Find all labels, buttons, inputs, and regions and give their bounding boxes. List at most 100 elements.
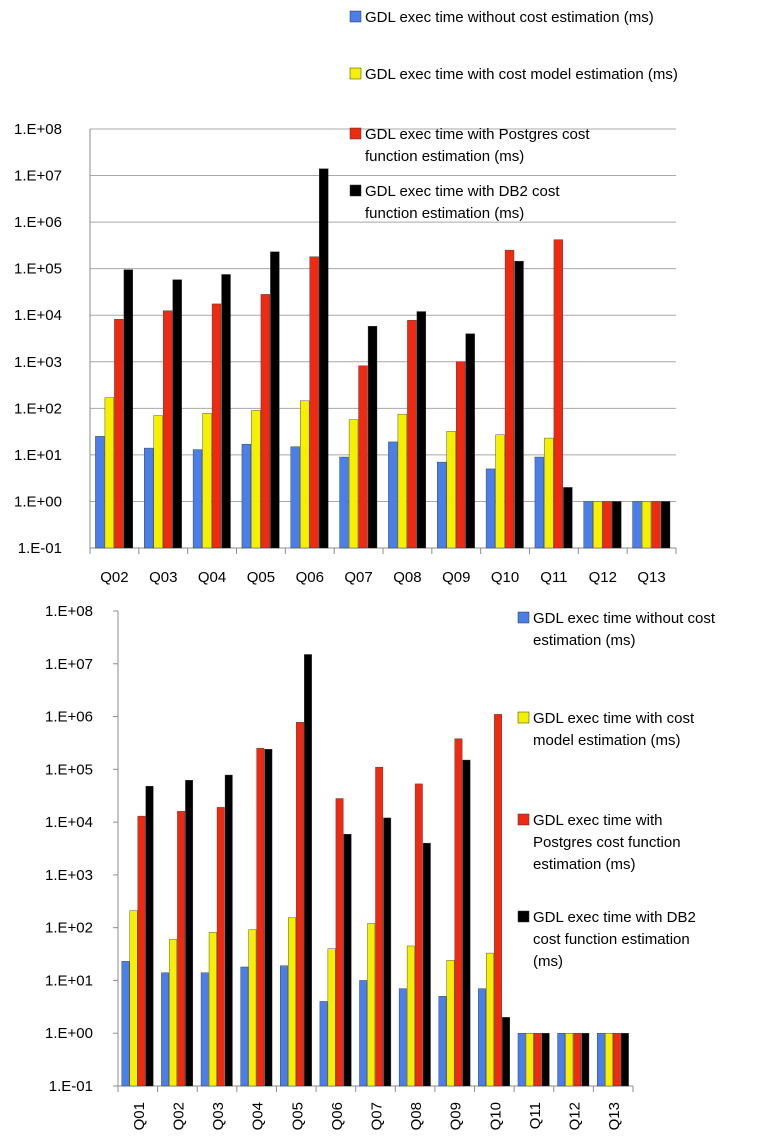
bar-without-q02 <box>95 436 105 549</box>
bar-without-q04 <box>192 449 203 549</box>
legend-swatch-cost_model <box>349 67 362 80</box>
bar-db2-q05 <box>270 251 280 549</box>
y-tick-label: 1.E+00 <box>45 1025 93 1042</box>
bar-postgres-q08 <box>414 783 423 1087</box>
bar-without-q04 <box>240 966 249 1087</box>
bar-db2-q05 <box>304 654 312 1087</box>
legend-label-cost_model: GDL exec time with cost model estimation… <box>365 66 678 83</box>
bar-without-q11 <box>517 1033 526 1087</box>
bar-without-q03 <box>144 447 154 549</box>
x-tick-label: Q10 <box>487 1102 504 1130</box>
bar-cost_model-q10 <box>495 434 505 549</box>
y-tick-label: 1.E-01 <box>49 1078 93 1095</box>
legend-swatch-db2 <box>517 910 530 923</box>
legend-swatch-without <box>517 611 530 624</box>
bar-cost_model-q08 <box>397 413 408 549</box>
bar-postgres-q03 <box>163 310 173 549</box>
bar-postgres-q11 <box>533 1033 542 1087</box>
bar-db2-q07 <box>367 326 378 549</box>
x-tick-label: Q08 <box>393 569 421 586</box>
bar-postgres-q06 <box>335 798 344 1087</box>
bar-db2-q13 <box>660 501 671 549</box>
x-tick-label: Q03 <box>210 1102 227 1130</box>
bar-without-q13 <box>596 1033 605 1087</box>
bar-cost_model-q09 <box>446 960 455 1087</box>
y-tick-label: 1.E+01 <box>14 447 62 464</box>
bar-postgres-q05 <box>260 294 271 549</box>
bar-postgres-q12 <box>573 1033 582 1087</box>
legend-swatch-without <box>349 10 362 23</box>
x-tick-label: Q04 <box>250 1102 267 1130</box>
y-tick-label: 1.E+06 <box>14 214 62 231</box>
y-tick-label: 1.E+03 <box>14 354 62 371</box>
bar-db2-q10 <box>502 1017 510 1087</box>
legend-label-db2: GDL exec time with DB2 <box>533 909 696 926</box>
bar-without-q08 <box>398 988 407 1087</box>
legend-label-db2: GDL exec time with DB2 cost <box>365 183 560 200</box>
bar-cost_model-q13 <box>641 501 652 549</box>
bar-cost_model-q12 <box>593 501 603 549</box>
y-tick-label: 1.E+08 <box>45 603 93 620</box>
bar-cost_model-q12 <box>565 1033 574 1087</box>
bar-without-q07 <box>339 456 349 549</box>
bar-cost_model-q05 <box>288 917 296 1087</box>
bar-db2-q10 <box>514 260 524 549</box>
bar-db2-q09 <box>465 333 475 549</box>
bar-without-q01 <box>121 961 130 1087</box>
bar-postgres-q10 <box>504 249 515 549</box>
bar-without-q07 <box>359 980 368 1087</box>
bar-db2-q08 <box>416 311 427 549</box>
legend-label-without: estimation (ms) <box>533 632 636 649</box>
bar-postgres-q10 <box>494 714 502 1087</box>
legend-swatch-cost_model <box>517 711 530 724</box>
bar-db2-q03 <box>172 279 182 549</box>
bar-db2-q06 <box>343 834 352 1087</box>
bar-db2-q11 <box>563 487 573 549</box>
y-tick-label: 1.E+02 <box>45 920 93 937</box>
chart-top: 1.E-01 1.E+00 1.E+01 1.E+02 1.E+03 1.E+04 1.E+… <box>14 9 678 586</box>
bar-cost_model-q08 <box>406 945 415 1087</box>
bar-without-q08 <box>388 441 398 549</box>
bar-without-q10 <box>485 468 496 549</box>
bar-cost_model-q10 <box>486 952 494 1087</box>
bar-cost_model-q04 <box>202 413 212 549</box>
bar-cost_model-q11 <box>525 1033 534 1087</box>
y-tick-label: 1.E+05 <box>14 261 62 278</box>
legend-label-postgres: GDL exec time with Postgres cost <box>365 126 590 143</box>
bar-postgres-q11 <box>553 239 564 549</box>
y-tick-label: 1.E+08 <box>14 121 62 138</box>
bar-db2-q09 <box>462 759 471 1087</box>
legend-label-without: GDL exec time without cost <box>533 610 716 627</box>
bar-db2-q08 <box>422 842 431 1087</box>
bar-without-q13 <box>632 501 642 549</box>
bar-without-q12 <box>583 501 593 549</box>
y-tick-label: 1.E+07 <box>14 168 62 185</box>
x-tick-label: Q13 <box>637 569 665 586</box>
bar-db2-q02 <box>185 780 194 1087</box>
legend-label-postgres: function estimation (ms) <box>365 148 524 165</box>
legend-swatch-postgres <box>517 813 530 826</box>
x-tick-label: Q08 <box>408 1102 425 1130</box>
bar-without-q03 <box>200 972 209 1087</box>
bar-without-q09 <box>438 996 447 1087</box>
bar-without-q05 <box>241 443 252 549</box>
bar-without-q09 <box>437 461 447 549</box>
legend-swatch-db2 <box>349 184 362 197</box>
bar-db2-q13 <box>620 1033 629 1087</box>
bar-without-q06 <box>290 446 300 549</box>
legend-label-db2: (ms) <box>533 953 563 970</box>
legend-label-postgres: estimation (ms) <box>533 856 636 873</box>
bar-postgres-q05 <box>296 722 304 1087</box>
bar-postgres-q02 <box>114 319 124 549</box>
x-tick-label: Q05 <box>247 569 275 586</box>
bar-db2-q12 <box>581 1033 590 1087</box>
bar-postgres-q13 <box>612 1033 621 1087</box>
bar-without-q11 <box>534 456 545 549</box>
y-tick-label: 1.E+06 <box>45 709 93 726</box>
bar-cost_model-q09 <box>446 431 456 549</box>
y-tick-label: 1.E+00 <box>14 493 62 510</box>
bar-postgres-q03 <box>216 807 225 1087</box>
y-tick-label: 1.E-01 <box>18 540 62 557</box>
legend-label-db2: cost function estimation <box>533 931 690 948</box>
legend-label-db2: function estimation (ms) <box>365 205 524 222</box>
